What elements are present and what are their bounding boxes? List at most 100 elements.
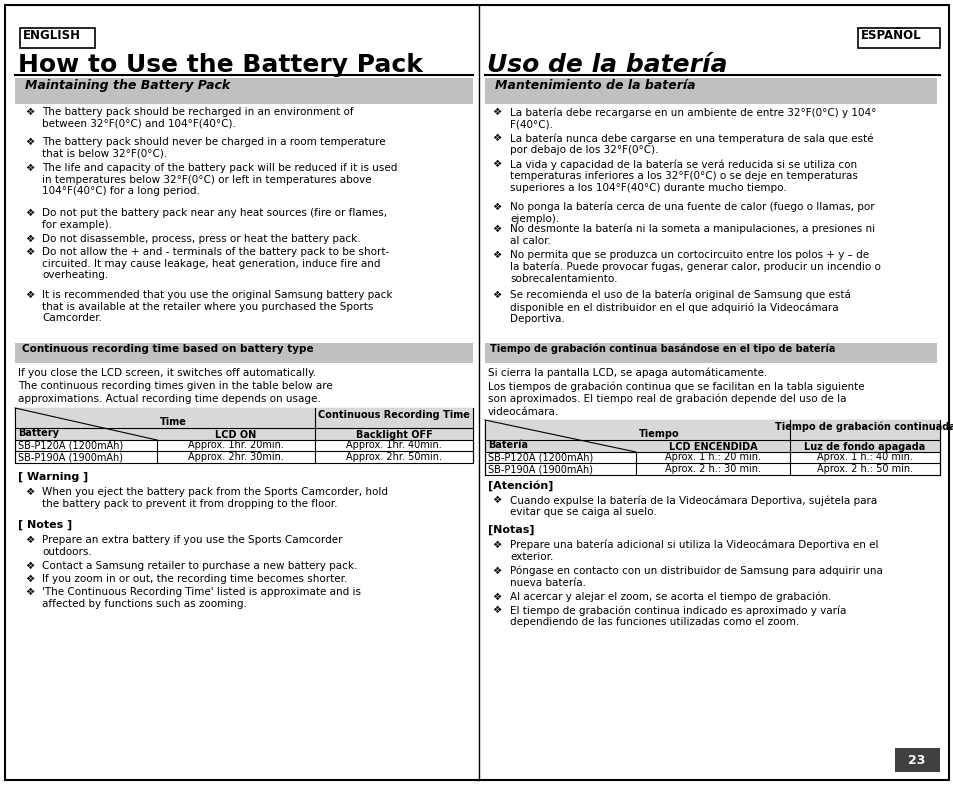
Text: The battery pack should be recharged in an environment of
between 32°F(0°C) and : The battery pack should be recharged in … xyxy=(42,107,354,129)
Text: Do not disassemble, process, press or heat the battery pack.: Do not disassemble, process, press or he… xyxy=(42,234,360,244)
Text: Mantenimiento de la batería: Mantenimiento de la batería xyxy=(495,79,695,92)
Text: Tiempo de grabación continua basándose en el tipo de batería: Tiempo de grabación continua basándose e… xyxy=(490,344,835,355)
Bar xyxy=(20,28,95,48)
Text: ❖: ❖ xyxy=(492,250,500,260)
Text: SB-P120A (1200mAh): SB-P120A (1200mAh) xyxy=(18,440,123,450)
Text: La batería debe recargarse en un ambiente de entre 32°F(0°C) y 104°
F(40°C).: La batería debe recargarse en un ambient… xyxy=(510,107,876,129)
Text: The battery pack should never be charged in a room temperature
that is below 32°: The battery pack should never be charged… xyxy=(42,137,385,159)
Text: No desmonte la batería ni la someta a manipulaciones, a presiones ni
al calor.: No desmonte la batería ni la someta a ma… xyxy=(510,224,874,246)
Text: Approx. 2hr. 50min.: Approx. 2hr. 50min. xyxy=(346,452,441,462)
Text: Aprox. 1 h.: 40 min.: Aprox. 1 h.: 40 min. xyxy=(816,452,912,462)
Text: Se recomienda el uso de la batería original de Samsung que está
disponible en el: Se recomienda el uso de la batería origi… xyxy=(510,290,850,324)
Bar xyxy=(484,343,936,363)
Text: Do not put the battery pack near any heat sources (fire or flames,
for example).: Do not put the battery pack near any hea… xyxy=(42,208,387,229)
Text: Time: Time xyxy=(160,417,187,427)
Text: Prepare an extra battery if you use the Sports Camcorder
outdoors.: Prepare an extra battery if you use the … xyxy=(42,535,342,557)
Text: ❖: ❖ xyxy=(492,107,500,117)
Text: Al acercar y alejar el zoom, se acorta el tiempo de grabación.: Al acercar y alejar el zoom, se acorta e… xyxy=(510,592,831,603)
Text: How to Use the Battery Pack: How to Use the Battery Pack xyxy=(18,53,422,77)
Text: [Atención]: [Atención] xyxy=(488,480,553,491)
Text: Continuous recording time based on battery type: Continuous recording time based on batte… xyxy=(22,344,314,354)
Text: Battery: Battery xyxy=(18,428,59,438)
Text: Batería: Batería xyxy=(488,440,527,450)
Text: ❖: ❖ xyxy=(492,202,500,212)
Text: ❖: ❖ xyxy=(25,137,34,147)
Text: Contact a Samsung retailer to purchase a new battery pack.: Contact a Samsung retailer to purchase a… xyxy=(42,561,357,571)
Text: Los tiempos de grabación continua que se facilitan en la tabla siguiente: Los tiempos de grabación continua que se… xyxy=(488,381,863,392)
Text: El tiempo de grabación continua indicado es aproximado y varía
dependiendo de la: El tiempo de grabación continua indicado… xyxy=(510,605,845,627)
Text: son aproximados. El tiempo real de grabación depende del uso de la: son aproximados. El tiempo real de graba… xyxy=(488,394,845,404)
Text: If you close the LCD screen, it switches off automatically.: If you close the LCD screen, it switches… xyxy=(18,368,315,378)
Text: Prepare una batería adicional si utiliza la Videocámara Deportiva en el
exterior: Prepare una batería adicional si utiliza… xyxy=(510,540,878,562)
Bar xyxy=(484,420,939,452)
Bar xyxy=(894,748,939,772)
Text: ❖: ❖ xyxy=(25,290,34,300)
Text: SB-P190A (1900mAh): SB-P190A (1900mAh) xyxy=(488,464,593,474)
Text: The life and capacity of the battery pack will be reduced if it is used
in tempe: The life and capacity of the battery pac… xyxy=(42,163,397,196)
Text: Approx. 1hr. 20min.: Approx. 1hr. 20min. xyxy=(188,440,284,450)
Text: The continuous recording times given in the table below are: The continuous recording times given in … xyxy=(18,381,333,391)
Text: Aprox. 1 h.: 20 min.: Aprox. 1 h.: 20 min. xyxy=(664,452,760,462)
Text: No ponga la batería cerca de una fuente de calor (fuego o llamas, por
ejemplo).: No ponga la batería cerca de una fuente … xyxy=(510,202,874,224)
Text: Tiempo: Tiempo xyxy=(639,429,679,439)
Text: ❖: ❖ xyxy=(492,133,500,143)
Text: It is recommended that you use the original Samsung battery pack
that is availab: It is recommended that you use the origi… xyxy=(42,290,392,323)
Text: Aprox. 2 h.: 50 min.: Aprox. 2 h.: 50 min. xyxy=(816,464,912,474)
Text: ❖: ❖ xyxy=(25,163,34,173)
Text: Si cierra la pantalla LCD, se apaga automáticamente.: Si cierra la pantalla LCD, se apaga auto… xyxy=(488,368,766,378)
Text: La batería nunca debe cargarse en una temperatura de sala que esté
por debajo de: La batería nunca debe cargarse en una te… xyxy=(510,133,873,155)
Text: Do not allow the + and - terminals of the battery pack to be short-
circuited. I: Do not allow the + and - terminals of th… xyxy=(42,247,389,280)
Text: ❖: ❖ xyxy=(25,107,34,117)
Text: ESPAÑOL: ESPAÑOL xyxy=(861,29,921,42)
Text: 23: 23 xyxy=(907,754,924,766)
Text: ❖: ❖ xyxy=(492,290,500,300)
Text: SB-P120A (1200mAh): SB-P120A (1200mAh) xyxy=(488,452,593,462)
Text: Approx. 2hr. 30min.: Approx. 2hr. 30min. xyxy=(188,452,284,462)
Text: Tiempo de grabación continuada: Tiempo de grabación continuada xyxy=(774,422,953,433)
Text: ENGLISH: ENGLISH xyxy=(23,29,81,42)
Text: ❖: ❖ xyxy=(25,208,34,218)
Text: SB-P190A (1900mAh): SB-P190A (1900mAh) xyxy=(18,452,123,462)
Text: Backlight OFF: Backlight OFF xyxy=(355,430,432,440)
Text: ❖: ❖ xyxy=(25,574,34,584)
Text: ❖: ❖ xyxy=(492,566,500,576)
Text: Cuando expulse la batería de la Videocámara Deportiva, sujétela para
evitar que : Cuando expulse la batería de la Videocám… xyxy=(510,495,877,517)
Text: LCD ON: LCD ON xyxy=(215,430,256,440)
Text: ❖: ❖ xyxy=(492,159,500,169)
Bar xyxy=(15,343,473,363)
Text: Póngase en contacto con un distribuidor de Samsung para adquirir una
nueva bater: Póngase en contacto con un distribuidor … xyxy=(510,566,882,588)
Bar xyxy=(484,78,936,104)
Text: Luz de fondo apagada: Luz de fondo apagada xyxy=(803,442,924,452)
Text: When you eject the battery pack from the Sports Camcorder, hold
the battery pack: When you eject the battery pack from the… xyxy=(42,487,388,509)
Text: ❖: ❖ xyxy=(492,592,500,602)
Bar xyxy=(857,28,939,48)
Text: ❖: ❖ xyxy=(25,561,34,571)
Text: [ Notes ]: [ Notes ] xyxy=(18,520,72,530)
Text: Maintaining the Battery Pack: Maintaining the Battery Pack xyxy=(25,79,230,92)
Text: ❖: ❖ xyxy=(492,540,500,550)
Text: Uso de la batería: Uso de la batería xyxy=(486,53,727,77)
Text: Continuous Recording Time: Continuous Recording Time xyxy=(317,410,470,420)
Bar xyxy=(15,78,473,104)
Text: La vida y capacidad de la batería se verá reducida si se utiliza con
temperatura: La vida y capacidad de la batería se ver… xyxy=(510,159,857,192)
Bar xyxy=(15,408,473,440)
Text: Approx. 1hr. 40min.: Approx. 1hr. 40min. xyxy=(346,440,441,450)
Text: ❖: ❖ xyxy=(492,495,500,505)
Text: LCD ENCENDIDA: LCD ENCENDIDA xyxy=(668,442,757,452)
Text: [Notas]: [Notas] xyxy=(488,525,534,535)
Text: ❖: ❖ xyxy=(492,605,500,615)
Text: ❖: ❖ xyxy=(25,234,34,244)
Text: 'The Continuous Recording Time' listed is approximate and is
affected by functio: 'The Continuous Recording Time' listed i… xyxy=(42,587,360,608)
Bar xyxy=(15,408,473,463)
Text: ❖: ❖ xyxy=(25,487,34,497)
Text: videocámara.: videocámara. xyxy=(488,407,558,417)
Text: No permita que se produzca un cortocircuito entre los polos + y – de
la batería.: No permita que se produzca un cortocircu… xyxy=(510,250,880,284)
Text: ❖: ❖ xyxy=(25,247,34,257)
Text: approximations. Actual recording time depends on usage.: approximations. Actual recording time de… xyxy=(18,394,320,404)
Text: If you zoom in or out, the recording time becomes shorter.: If you zoom in or out, the recording tim… xyxy=(42,574,347,584)
Text: [ Warning ]: [ Warning ] xyxy=(18,472,89,482)
Text: ❖: ❖ xyxy=(492,224,500,234)
Text: ❖: ❖ xyxy=(25,587,34,597)
Text: ❖: ❖ xyxy=(25,535,34,545)
Bar xyxy=(484,420,939,475)
